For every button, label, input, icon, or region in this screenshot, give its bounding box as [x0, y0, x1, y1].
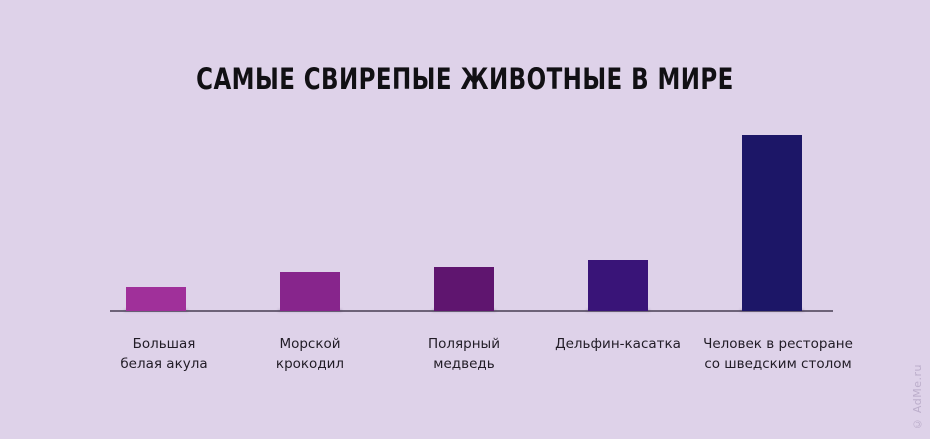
bar-3: [434, 267, 494, 311]
bar-4: [588, 260, 648, 311]
category-label-2: Морской крокодил: [275, 336, 345, 372]
category-label-4: Дельфин-касатка: [555, 336, 681, 352]
watermark-adme: © AdMe.ru: [911, 364, 924, 431]
category-label-1: Большая белая акула: [120, 336, 208, 372]
x-axis-baseline: [110, 310, 833, 312]
bar-5: [742, 135, 802, 311]
category-label-5: Человек в ресторане со шведским столом: [703, 336, 853, 372]
bar-1: [126, 287, 186, 311]
bar-2: [280, 272, 340, 311]
category-label-3: Полярный медведь: [428, 336, 500, 372]
chart-title: САМЫЕ СВИРЕПЫЕ ЖИВОТНЫЕ В МИРЕ: [196, 62, 734, 96]
